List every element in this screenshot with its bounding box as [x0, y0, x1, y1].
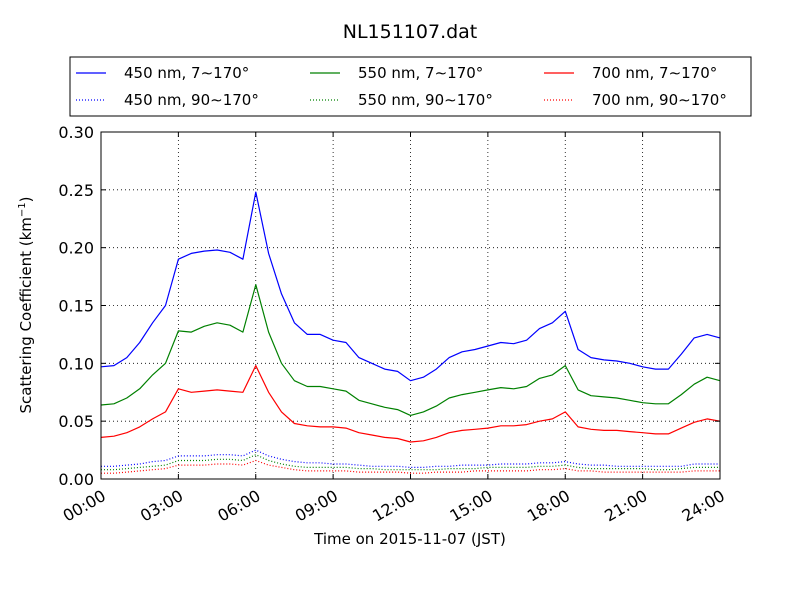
chart-title: NL151107.dat [343, 21, 478, 43]
legend-label: 450 nm, 90∼170° [124, 91, 259, 109]
y-tick-label: 0.10 [58, 354, 94, 373]
x-tick-labels: 00:00 03:00 06:00 09:00 12:00 15:00 18:00 21:00… [60, 486, 728, 526]
y-tick-label: 0.25 [58, 181, 94, 200]
legend-label: 550 nm, 7∼170° [358, 64, 483, 82]
legend-label: 700 nm, 90∼170° [592, 91, 727, 109]
x-tick-label: 21:00 [601, 486, 650, 526]
x-tick-label: 03:00 [137, 486, 186, 526]
x-tick-label: 00:00 [60, 486, 109, 526]
x-tick-label: 06:00 [214, 486, 263, 526]
y-tick-label: 0.30 [58, 123, 94, 142]
y-tick-labels: 0.00 0.05 0.10 0.15 0.20 0.25 0.30 [58, 123, 94, 489]
legend-label: 450 nm, 7∼170° [124, 64, 249, 82]
series-line [100, 365, 721, 443]
series-lines [100, 191, 721, 474]
y-tick-label: 0.20 [58, 239, 94, 258]
y-axis-label-main: Scattering Coefficient (km [17, 217, 35, 413]
y-axis-label: Scattering Coefficient (km−1) [17, 196, 35, 413]
series-line [100, 191, 721, 382]
legend: 450 nm, 7∼170° 550 nm, 7∼170° 700 nm, 7∼17… [69, 56, 752, 117]
y-axis-label-sup: −1 [17, 202, 28, 217]
ticks [100, 131, 721, 480]
series-line [100, 284, 721, 416]
y-tick-label: 0.15 [58, 297, 94, 316]
series-line [101, 459, 720, 474]
x-tick-label: 15:00 [446, 486, 495, 526]
x-axis-label: Time on 2015-11-07 (JST) [313, 530, 506, 548]
x-tick-label: 12:00 [369, 486, 418, 526]
y-tick-label: 0.05 [58, 412, 94, 431]
y-tick-label: 0.00 [58, 470, 94, 489]
grid [101, 132, 720, 479]
y-axis-label-close: ) [17, 196, 35, 202]
x-tick-label: 18:00 [524, 486, 573, 526]
legend-label: 550 nm, 90∼170° [358, 91, 493, 109]
legend-label: 700 nm, 7∼170° [592, 64, 717, 82]
x-tick-label: 09:00 [292, 486, 341, 526]
x-tick-label: 24:00 [679, 486, 728, 526]
